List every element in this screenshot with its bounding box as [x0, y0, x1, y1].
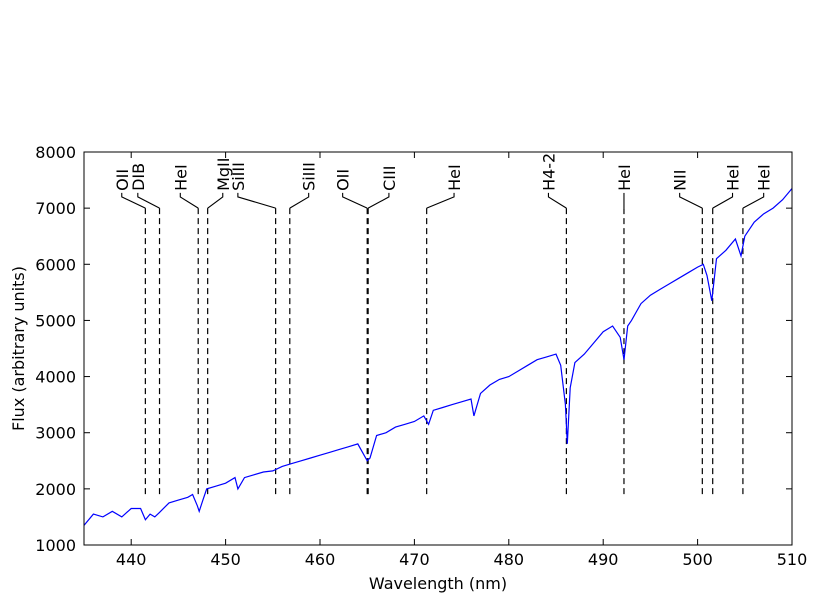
line-marker-leader [237, 192, 276, 209]
y-tick-label: 7000 [35, 199, 76, 218]
x-tick-label: 490 [588, 550, 619, 569]
x-tick-label: 480 [494, 550, 525, 569]
series-layer [83, 188, 793, 526]
line-marker-leader [137, 192, 160, 209]
line-id-label: HeI [171, 164, 190, 191]
line-id-label: CIII [380, 166, 399, 191]
line-marker-leader [547, 192, 567, 209]
line-id-label: SiIII [229, 162, 248, 191]
line-id-label: DIB [129, 163, 148, 191]
x-tick-label: 460 [305, 550, 336, 569]
line-id-label: HeI [755, 164, 774, 191]
line-id-label: H4-2 [539, 153, 558, 191]
line-id-label: OII [113, 169, 132, 191]
line-id-label: HeI [724, 164, 743, 191]
line-marker-leader [679, 192, 703, 209]
series-line-0 [83, 188, 793, 526]
y-tick-label: 6000 [35, 255, 76, 274]
y-tick-label: 2000 [35, 480, 76, 499]
y-tick-label: 8000 [35, 143, 76, 162]
y-axis-ticks: 1000 2000 3000 4000 5000 6000 7000 8000 [35, 143, 792, 555]
line-marker-leader [742, 192, 765, 209]
line-marker-leader [179, 192, 199, 209]
line-id-label: SiIII [300, 162, 319, 191]
y-tick-label: 3000 [35, 424, 76, 443]
line-marker-leader [426, 192, 455, 209]
line-marker-leader [289, 192, 310, 209]
line-id-label: HeI [445, 164, 464, 191]
x-tick-label: 450 [210, 550, 241, 569]
line-marker-leader [712, 192, 734, 209]
y-axis-label: Flux (arbitrary units) [9, 266, 28, 431]
x-tick-label: 470 [399, 550, 430, 569]
x-axis-ticks: 440 450 460 470 480 490 500 510 [116, 152, 807, 569]
x-tick-label: 440 [116, 550, 147, 569]
line-id-label: OII [334, 169, 353, 191]
x-tick-label: 500 [682, 550, 713, 569]
y-tick-label: 1000 [35, 536, 76, 555]
x-axis-label: Wavelength (nm) [369, 574, 507, 593]
plot-frame [83, 151, 793, 546]
line-marker-leader [207, 192, 224, 209]
line-id-label: NII [671, 170, 690, 191]
x-tick-label: 510 [777, 550, 808, 569]
line-marker-leader [367, 192, 390, 209]
line-id-label: HeI [615, 164, 634, 191]
line-id-label: MgII [214, 158, 233, 191]
y-tick-label: 5000 [35, 311, 76, 330]
y-tick-label: 4000 [35, 368, 76, 387]
line-marker-leader [342, 192, 368, 209]
line-marker-leader [121, 192, 146, 209]
